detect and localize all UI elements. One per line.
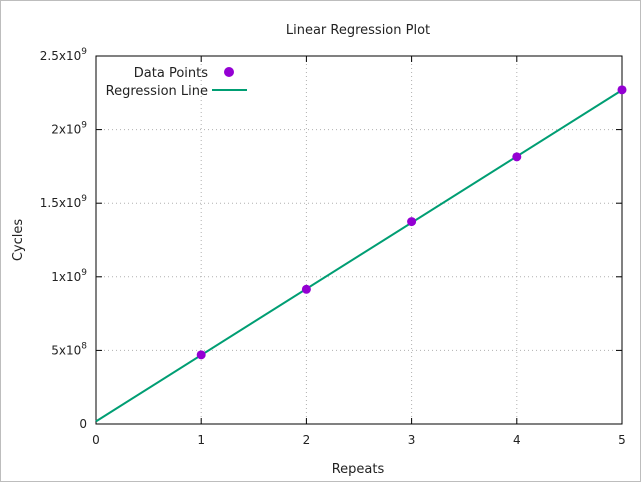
y-axis-label: Cycles bbox=[11, 219, 26, 262]
data-series bbox=[95, 85, 627, 423]
x-tick-label: 5 bbox=[618, 433, 626, 447]
y-tick-exponent: 9 bbox=[81, 121, 87, 131]
x-tick-label: 0 bbox=[92, 433, 100, 447]
y-tick-label: 0 bbox=[79, 417, 87, 431]
y-tick-exponent: 9 bbox=[81, 47, 87, 57]
y-tick-exponent: 8 bbox=[81, 341, 87, 351]
legend: Data Points Regression Line bbox=[106, 66, 247, 99]
regression-line bbox=[95, 89, 623, 423]
data-point bbox=[196, 350, 206, 360]
data-point bbox=[512, 152, 522, 162]
y-tick-label: 1x109 bbox=[51, 268, 87, 284]
x-tick-label: 3 bbox=[408, 433, 416, 447]
y-tick-exponent: 9 bbox=[81, 268, 87, 278]
legend-label-regression-line: Regression Line bbox=[106, 84, 208, 99]
y-tick-label: 2.5x109 bbox=[40, 47, 87, 63]
grid-lines bbox=[96, 56, 622, 424]
x-tick-label: 1 bbox=[197, 433, 205, 447]
data-point bbox=[617, 85, 627, 95]
x-tick-label: 4 bbox=[513, 433, 521, 447]
data-point bbox=[407, 217, 417, 227]
y-tick-mantissa: 5x10 bbox=[51, 343, 81, 357]
y-tick-label: 2x109 bbox=[51, 121, 87, 137]
plot-border bbox=[95, 55, 623, 425]
legend-label-data-points: Data Points bbox=[134, 66, 208, 81]
legend-marker-data-points bbox=[224, 67, 234, 77]
x-tick-label: 2 bbox=[303, 433, 311, 447]
x-axis-label: Repeats bbox=[332, 462, 385, 477]
chart-title: Linear Regression Plot bbox=[286, 23, 430, 38]
y-tick-mantissa: 2.5x10 bbox=[40, 49, 81, 63]
y-tick-mantissa: 1x10 bbox=[51, 270, 81, 284]
y-tick-exponent: 9 bbox=[81, 194, 87, 204]
y-tick-mantissa: 1.5x10 bbox=[40, 196, 81, 210]
data-point bbox=[301, 284, 311, 294]
y-tick-mantissa: 2x10 bbox=[51, 123, 81, 137]
y-tick-label: 5x108 bbox=[51, 341, 87, 357]
y-tick-label: 1.5x109 bbox=[40, 194, 87, 210]
y-tick-mantissa: 0 bbox=[79, 417, 87, 431]
